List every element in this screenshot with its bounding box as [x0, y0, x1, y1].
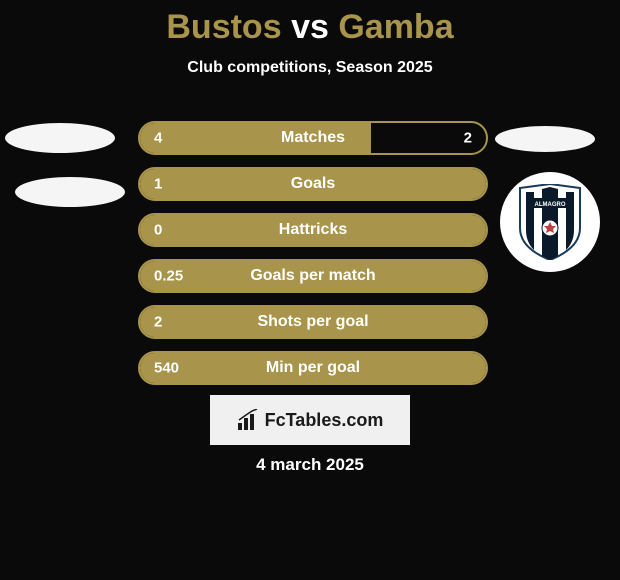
chart-icon — [237, 409, 259, 431]
stat-label: Min per goal — [266, 359, 360, 377]
stat-label: Shots per goal — [257, 313, 368, 331]
subtitle: Club competitions, Season 2025 — [0, 59, 620, 77]
team-logo: ALMAGRO — [500, 172, 600, 272]
player2-name: Gamba — [338, 8, 453, 46]
stat-value-right: 2 — [464, 130, 472, 147]
shield-team-name: ALMAGRO — [535, 202, 566, 208]
player1-avatar-placeholder-2 — [15, 177, 125, 207]
fctables-text: FcTables.com — [265, 410, 384, 431]
stat-label: Goals per match — [250, 267, 375, 285]
date-text: 4 march 2025 — [256, 455, 364, 475]
player2-avatar-placeholder — [495, 126, 595, 152]
stats-container: 4 Matches 2 1 Goals 0 Hattricks 0.25 Goals per m… — [138, 121, 488, 397]
stat-row: 0.25 Goals per match — [138, 259, 488, 293]
stat-row: 1 Goals — [138, 167, 488, 201]
stat-label: Matches — [281, 129, 345, 147]
vs-text: vs — [291, 8, 329, 46]
player1-avatar-placeholder-1 — [5, 123, 115, 153]
stat-value-left: 540 — [154, 360, 179, 377]
stat-row: 4 Matches 2 — [138, 121, 488, 155]
stat-label: Goals — [291, 175, 335, 193]
comparison-title: Bustos vs Gamba — [0, 0, 620, 47]
shield-icon: ALMAGRO — [518, 184, 582, 260]
stat-value-left: 1 — [154, 176, 162, 193]
stat-row: 0 Hattricks — [138, 213, 488, 247]
stat-value-left: 2 — [154, 314, 162, 331]
fctables-badge: FcTables.com — [210, 395, 410, 445]
player1-name: Bustos — [166, 8, 281, 46]
stat-value-left: 4 — [154, 130, 162, 147]
stat-row: 2 Shots per goal — [138, 305, 488, 339]
stat-value-left: 0 — [154, 222, 162, 239]
stat-row: 540 Min per goal — [138, 351, 488, 385]
stat-value-left: 0.25 — [154, 268, 183, 285]
stat-label: Hattricks — [279, 221, 347, 239]
